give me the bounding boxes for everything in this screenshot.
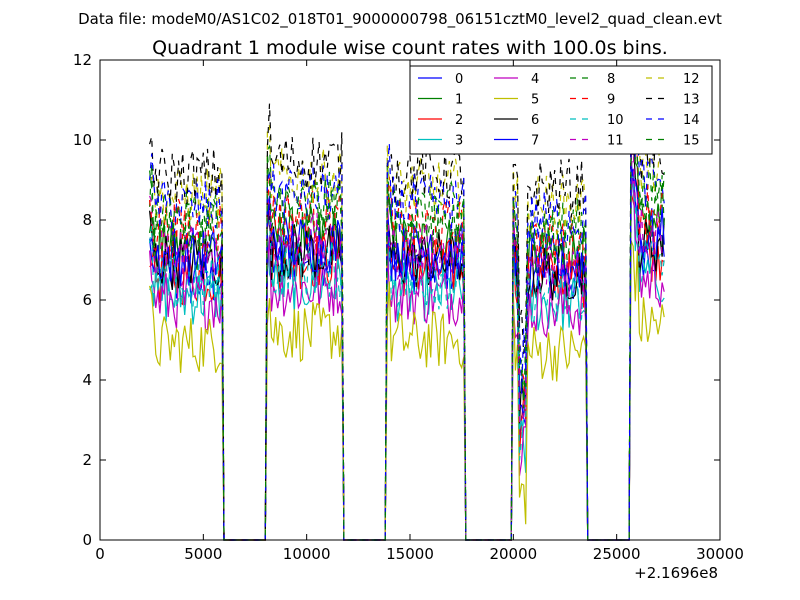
x-tick-label: 20000: [489, 545, 537, 563]
legend-label: 3: [455, 134, 463, 149]
chart-suptitle: Data file: modeM0/AS1C02_018T01_90000007…: [78, 10, 722, 29]
y-tick-label: 0: [82, 531, 92, 549]
series-line-8: [149, 103, 665, 541]
chart-title: Quadrant 1 module wise count rates with …: [152, 37, 668, 59]
x-offset-label: +2.1696e8: [634, 564, 718, 582]
x-tick-label: 25000: [593, 545, 641, 563]
legend-label: 10: [607, 113, 624, 128]
legend-label: 6: [531, 113, 539, 128]
series-line-14: [149, 95, 665, 541]
x-tick-label: 5000: [184, 545, 222, 563]
legend-label: 15: [683, 134, 700, 149]
y-tick-label: 8: [82, 211, 92, 229]
y-tick-label: 2: [82, 451, 92, 469]
legend-label: 14: [683, 113, 700, 128]
legend-label: 8: [607, 72, 615, 87]
legend-label: 11: [607, 134, 624, 149]
x-tick-label: 10000: [283, 545, 331, 563]
x-tick-label: 0: [95, 545, 105, 563]
legend-label: 7: [531, 134, 539, 149]
series-line-9: [149, 102, 665, 541]
legend-label: 5: [531, 93, 539, 108]
legend-label: 1: [455, 93, 463, 108]
x-tick-label: 30000: [696, 545, 744, 563]
x-tick-label: 15000: [386, 545, 434, 563]
legend-label: 2: [455, 113, 463, 128]
y-tick-label: 6: [82, 291, 92, 309]
legend-label: 0: [455, 72, 463, 87]
y-tick-label: 4: [82, 371, 92, 389]
y-tick-label: 10: [73, 131, 92, 149]
legend-label: 12: [683, 72, 700, 87]
y-tick-label: 12: [73, 51, 92, 69]
series-line-13: [149, 63, 665, 541]
x-axis: 0 5000 10000 15000 20000 25000 30000: [95, 60, 744, 563]
legend-label: 13: [683, 93, 700, 108]
legend-label: 9: [607, 93, 615, 108]
legend-label: 4: [531, 72, 539, 87]
